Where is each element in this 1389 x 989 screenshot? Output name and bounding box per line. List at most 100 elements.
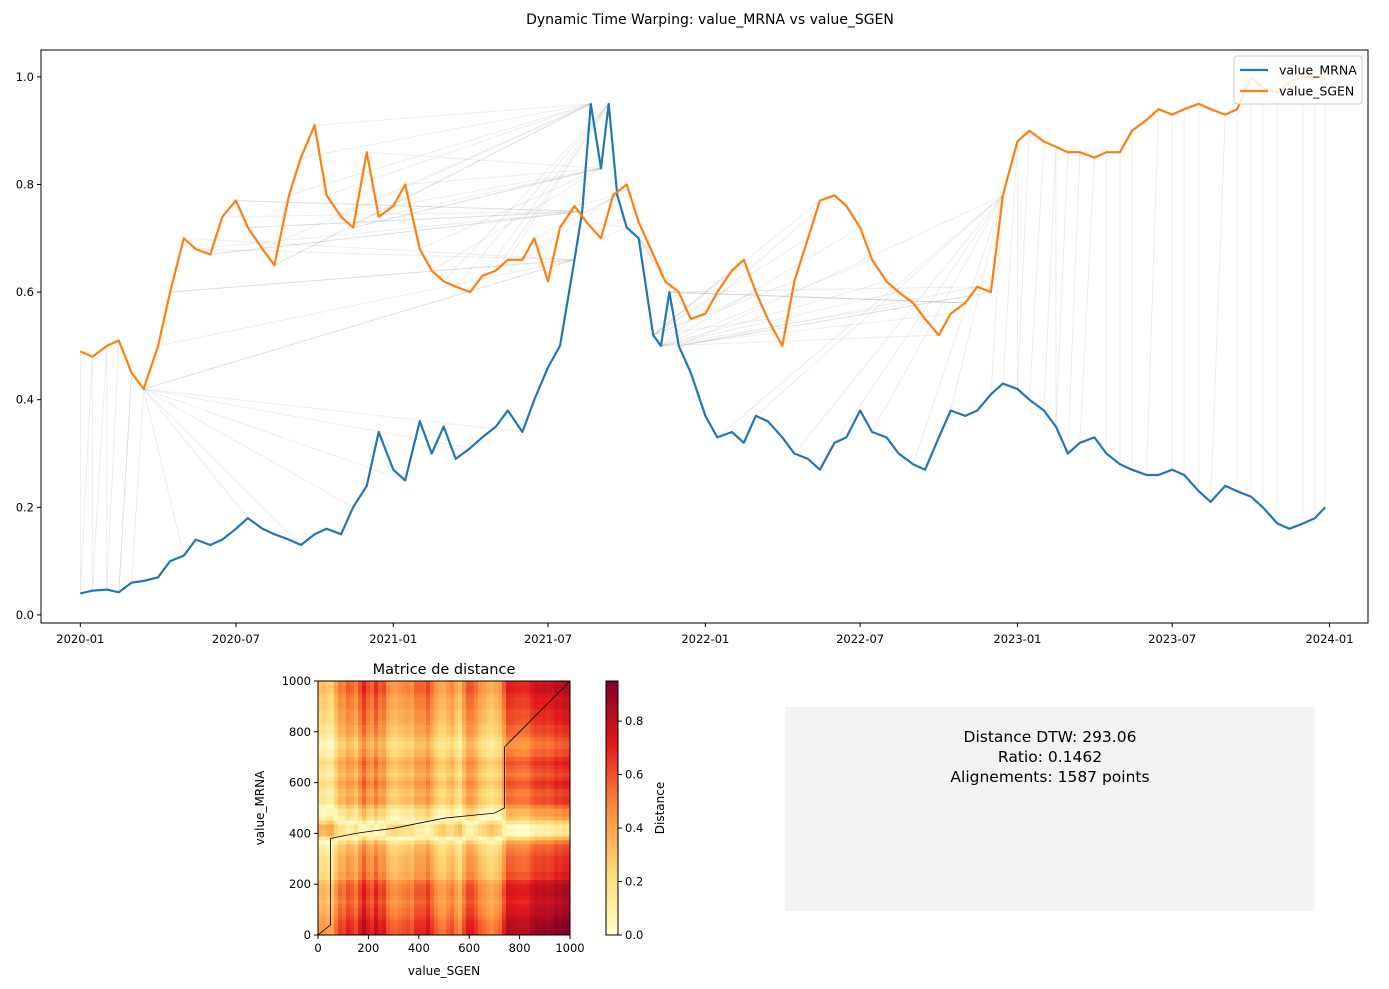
heatmap-cell [482, 907, 487, 912]
heatmap-cell [442, 804, 447, 809]
heatmap-cell [378, 700, 383, 706]
alignment-line [559, 194, 618, 228]
heatmap-cell [338, 835, 343, 841]
heatmap-cell [458, 847, 463, 853]
heatmap-cell [526, 764, 531, 769]
heatmap-cell [506, 855, 511, 861]
heatmap-cell [358, 772, 363, 777]
heatmap-cell [438, 688, 443, 694]
heatmap-cell [494, 847, 499, 853]
heatmap-cell [550, 744, 555, 750]
heatmap-cell [466, 823, 471, 829]
heatmap-cell [382, 827, 387, 833]
heatmap-cell [446, 728, 451, 734]
heatmap-cell [398, 895, 403, 900]
heatmap-cell [438, 804, 443, 809]
heatmap-cell [402, 919, 407, 924]
heatmap-cell [470, 752, 475, 758]
heatmap-cell [430, 740, 435, 746]
heatmap-cell [350, 931, 355, 935]
heatmap-cell [546, 736, 551, 742]
heatmap-cell [426, 851, 431, 857]
heatmap-cell [342, 748, 347, 754]
heatmap-cell [490, 760, 495, 765]
heatmap-cell [550, 716, 555, 722]
heatmap-cell [490, 815, 495, 821]
heatmap-cell [458, 911, 463, 916]
heatmap-cell [466, 863, 471, 869]
heatmap-cell [398, 911, 403, 916]
x-tick-label: 2021-01 [369, 632, 417, 646]
heatmap-cell [358, 851, 363, 857]
heatmap-cell [554, 827, 559, 833]
heatmap-cell [434, 839, 439, 845]
heatmap-cell [562, 804, 567, 809]
heatmap-cell [466, 724, 471, 730]
heatmap-cell [450, 859, 455, 865]
heatmap-cell [418, 808, 423, 813]
heatmap-cell [534, 724, 539, 730]
heatmap-cell [414, 899, 419, 904]
heatmap-cell [566, 923, 570, 928]
heatmap-cell [510, 855, 515, 861]
heatmap-cell [458, 811, 463, 817]
heatmap-cell [394, 819, 399, 825]
heatmap-cell [534, 863, 539, 869]
heatmap-cell [350, 692, 355, 698]
heatmap-cell [386, 903, 391, 908]
heatmap-cell [346, 867, 351, 873]
heatmap-cell [506, 843, 511, 849]
heatmap-cell [326, 907, 331, 912]
heatmap-cell [386, 684, 391, 690]
heatmap-cell [386, 800, 391, 805]
heatmap-cell [494, 732, 499, 738]
heatmap-cell [546, 919, 551, 924]
heatmap-cell [538, 859, 543, 865]
heatmap-cell [390, 728, 395, 734]
heatmap-cell [566, 919, 570, 924]
heatmap-cell [414, 688, 419, 694]
heatmap-cell [382, 768, 387, 773]
heatmap-cell [374, 819, 379, 825]
heatmap-cell [562, 887, 567, 892]
heatmap-cell [470, 819, 475, 825]
heatmap-cell [490, 887, 495, 892]
heatmap-cell [398, 688, 403, 694]
heatmap-cell [510, 692, 515, 698]
heatmap-cell [546, 804, 551, 809]
heatmap-cell [446, 927, 451, 932]
heatmap-cell [362, 907, 367, 912]
heatmap-cell [374, 923, 379, 928]
heatmap-cell [486, 752, 491, 758]
heatmap-cell [414, 871, 419, 877]
heatmap-cell [510, 823, 515, 829]
heatmap-cell [462, 712, 467, 718]
heatmap-cell [398, 851, 403, 857]
legend-label-sgen: value_SGEN [1279, 84, 1354, 99]
heatmap-cell [342, 827, 347, 833]
series-line-sgen [79, 75, 1326, 391]
heatmap-cell [518, 919, 523, 924]
heatmap-cell [502, 700, 507, 706]
heatmap-cell [506, 827, 511, 833]
heatmap-cell [354, 688, 359, 694]
heatmap-cell [486, 684, 491, 690]
heatmap-cell [386, 899, 391, 904]
heatmap-cell [398, 740, 403, 746]
heatmap-cell [454, 692, 459, 698]
heatmap-cell [390, 720, 395, 726]
heatmap-cell [454, 851, 459, 857]
heatmap-cell [434, 684, 439, 690]
heatmap-cell [454, 736, 459, 742]
heatmap-cell [486, 732, 491, 738]
heatmap-cell [498, 681, 503, 686]
heatmap-cell [478, 756, 483, 761]
heatmap-cell [426, 855, 431, 861]
heatmap-cell [370, 923, 375, 928]
heatmap-cell [494, 911, 499, 916]
heatmap-cell [378, 740, 383, 746]
heatmap-cell [446, 903, 451, 908]
heatmap-cell [378, 819, 383, 825]
heatmap-cell [374, 871, 379, 877]
heatmap-cell [354, 760, 359, 765]
